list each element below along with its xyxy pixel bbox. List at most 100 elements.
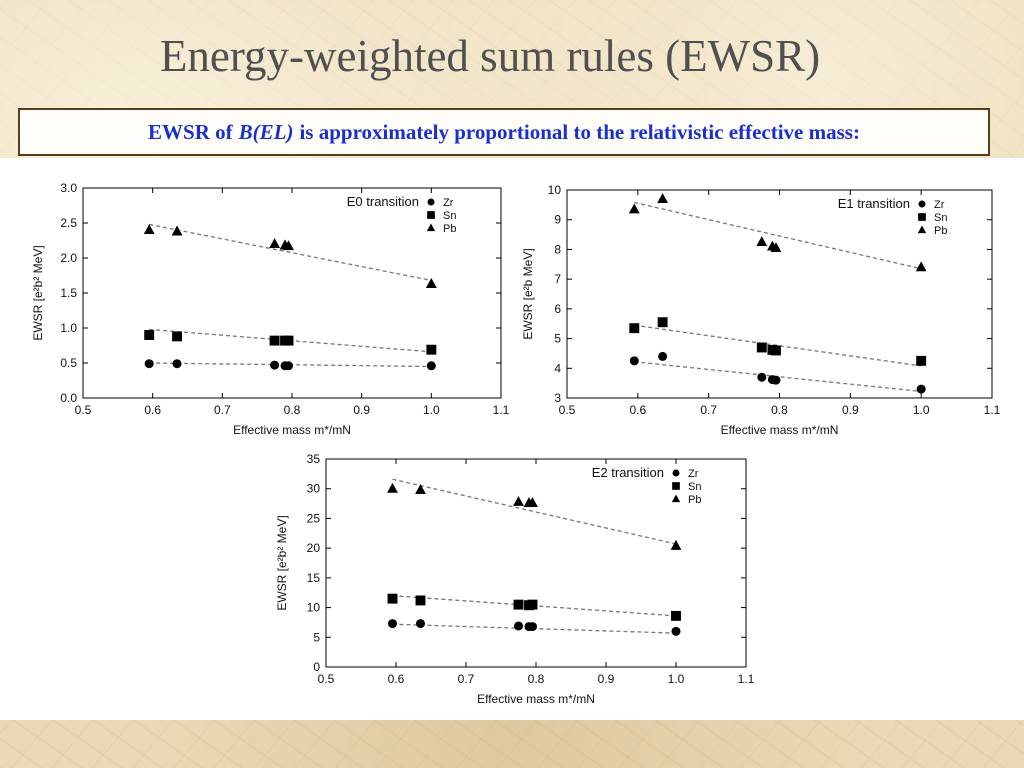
fit-line-sn [634, 324, 922, 367]
point-zr [284, 361, 294, 371]
point-pb [269, 238, 280, 249]
x-tick-label: 0.8 [528, 672, 545, 686]
point-pb [513, 495, 524, 506]
point-sn [513, 599, 524, 610]
chart-e1-transition: 0.5 0.6 0.7 0.8 0.9 1.0 1.1 3 4 5 6 7 8 9 10 Effective … [521, 183, 1001, 437]
x-axis-label: Effective mass m*/mN [477, 692, 595, 706]
fit-line-pb [149, 223, 432, 282]
y-tick-label: 7 [554, 272, 561, 286]
legend-label-pb: Pb [443, 223, 456, 235]
x-axis-label: Effective mass m*/mN [233, 423, 351, 437]
point-sn [387, 593, 398, 604]
point-pb [657, 193, 669, 203]
x-tick-label: 1.0 [913, 403, 930, 417]
transition-annotation: E2 transition [592, 465, 664, 480]
y-axis-label: EWSR [e²b² MeV] [31, 245, 45, 340]
y-tick-label: 30 [307, 482, 321, 496]
legend-label-zr: Zr [443, 197, 454, 209]
y-tick-label: 4 [554, 361, 561, 375]
subtitle-italic-term: B(EL) [238, 119, 294, 144]
y-tick-label: 8 [554, 242, 561, 256]
legend-marker-sn [427, 211, 435, 219]
y-tick-label: 10 [307, 601, 321, 615]
x-tick-label: 0.9 [353, 403, 370, 417]
point-zr [916, 384, 926, 394]
x-tick-label: 1.1 [984, 403, 1001, 417]
legend-label-pb: Pb [934, 225, 947, 237]
point-pb [756, 236, 768, 247]
y-tick-label: 2.5 [60, 216, 77, 230]
point-zr [426, 361, 436, 371]
y-tick-label: 9 [554, 213, 561, 227]
legend-marker-pb [671, 494, 681, 503]
point-zr [671, 626, 681, 636]
y-axis-label: EWSR [e²b² MeV] [275, 515, 289, 610]
legend-marker-zr [427, 198, 435, 206]
point-sn [415, 595, 426, 606]
point-sn [629, 323, 640, 334]
point-pb [628, 203, 640, 214]
legend-marker-zr [918, 200, 926, 208]
legend-label-pb: Pb [688, 494, 701, 506]
legend-marker-pb [426, 223, 436, 232]
x-tick-label: 0.7 [214, 403, 231, 417]
x-tick-label: 0.5 [559, 403, 576, 417]
x-tick-label: 0.5 [75, 403, 92, 417]
x-tick-label: 0.9 [842, 403, 859, 417]
point-pb [143, 224, 155, 235]
point-sn [771, 345, 781, 356]
point-zr [416, 619, 425, 629]
y-tick-label: 10 [548, 183, 562, 197]
plot-frame [566, 189, 993, 399]
x-tick-label: 0.8 [771, 403, 788, 417]
fit-line-pb [634, 201, 922, 270]
point-sn [144, 330, 155, 340]
point-pb [283, 240, 294, 251]
legend-label-sn: Sn [443, 210, 456, 222]
point-pb [415, 484, 426, 494]
x-tick-label: 1.1 [738, 672, 755, 686]
y-tick-label: 5 [313, 630, 320, 644]
x-tick-label: 0.6 [388, 672, 405, 686]
x-tick-label: 1.0 [423, 403, 440, 417]
legend-label-sn: Sn [934, 212, 947, 224]
x-axis-label: Effective mass m*/mN [721, 423, 839, 437]
point-zr [144, 359, 154, 369]
point-pb [670, 539, 682, 550]
slide-title: Energy-weighted sum rules (EWSR) [159, 31, 821, 81]
point-zr [172, 359, 182, 369]
y-tick-label: 1.5 [60, 286, 77, 300]
point-zr [658, 351, 668, 361]
fit-line-zr [634, 361, 922, 393]
y-tick-label: 2.0 [60, 251, 77, 265]
x-tick-label: 1.0 [668, 672, 685, 686]
y-tick-label: 3.0 [60, 181, 77, 195]
y-tick-label: 3 [554, 391, 561, 405]
point-zr [757, 372, 767, 382]
point-zr [388, 619, 397, 629]
y-tick-label: 25 [307, 511, 321, 525]
subtitle-prefix: EWSR of [148, 119, 233, 144]
x-tick-label: 0.7 [458, 672, 475, 686]
point-pb [527, 497, 538, 508]
point-sn [657, 317, 668, 328]
x-tick-label: 0.7 [700, 403, 717, 417]
point-zr [528, 622, 537, 632]
y-tick-label: 5 [554, 332, 561, 346]
point-sn [756, 342, 767, 353]
point-sn [269, 335, 280, 346]
point-pb [387, 482, 398, 493]
chart-e2-transition: 0.5 0.6 0.7 0.8 0.9 1.0 1.1 0 5 10 15 20 25 30 35 Effec… [275, 452, 755, 706]
x-tick-label: 0.6 [629, 403, 646, 417]
legend-label-zr: Zr [688, 468, 699, 480]
subtitle-box: EWSR of B(EL) is approximately proportio… [18, 108, 990, 156]
x-tick-label: 0.5 [318, 672, 335, 686]
point-sn [426, 344, 437, 355]
point-pb [770, 242, 782, 252]
legend-marker-sn [672, 482, 680, 490]
y-tick-label: 1.0 [60, 321, 77, 335]
legend-label-zr: Zr [934, 199, 945, 211]
legend-label-sn: Sn [688, 481, 701, 493]
x-tick-label: 0.9 [598, 672, 615, 686]
transition-annotation: E0 transition [347, 194, 419, 209]
